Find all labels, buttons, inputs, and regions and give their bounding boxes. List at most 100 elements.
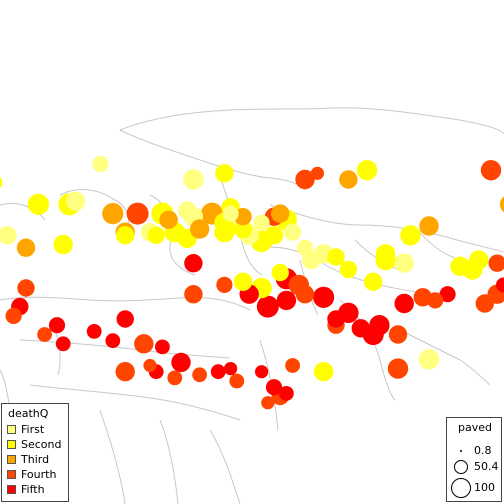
point-third: [271, 204, 290, 223]
point-fifth: [48, 317, 66, 334]
legend-paved-title: paved: [458, 421, 492, 434]
point-second: [29, 195, 48, 214]
point-fifth: [265, 379, 283, 396]
point-second: [264, 226, 284, 245]
point-fourth: [387, 358, 409, 379]
legend-label-second: Second: [21, 438, 62, 451]
point-second: [468, 250, 489, 270]
point-third: [189, 219, 210, 239]
point-second: [400, 225, 421, 246]
legend-deathq: deathQ First Second Third Fourth Fifth: [1, 403, 69, 502]
legend-size-symbol-0: [460, 450, 462, 452]
point-fifth: [184, 254, 203, 273]
point-fourth: [229, 373, 245, 389]
point-fourth: [388, 325, 408, 344]
point-fifth: [105, 333, 121, 349]
point-third: [499, 196, 504, 213]
point-second: [450, 256, 470, 276]
point-fifth: [313, 286, 335, 308]
point-fourth: [310, 166, 324, 180]
point-third: [339, 170, 358, 189]
point-fourth: [216, 276, 233, 293]
point-fourth: [261, 396, 275, 410]
point-first: [296, 239, 314, 256]
point-third: [419, 216, 439, 236]
point-fourth: [115, 362, 135, 382]
point-fifth: [351, 319, 370, 338]
point-third: [102, 203, 124, 225]
legend-deathq-title: deathQ: [8, 407, 49, 420]
point-fourth: [167, 370, 183, 386]
point-third: [159, 210, 178, 229]
point-fourth: [475, 294, 494, 313]
point-second: [53, 234, 73, 255]
point-third: [16, 238, 36, 257]
point-second: [271, 263, 289, 282]
point-second: [313, 362, 334, 382]
point-second: [233, 272, 253, 291]
legend-size-symbol-1: [454, 460, 468, 474]
point-first: [418, 349, 440, 370]
legend-swatch-third: [7, 455, 16, 464]
legend-label-third: Third: [21, 453, 50, 466]
point-fourth: [134, 334, 154, 354]
legend-size-symbol-2: [451, 478, 471, 498]
point-second: [116, 226, 135, 245]
point-second: [375, 244, 396, 264]
point-fourth: [5, 307, 22, 324]
point-fifth: [394, 293, 414, 314]
point-fifth: [171, 352, 191, 373]
point-fifth: [224, 362, 238, 376]
legend-label-fourth: Fourth: [21, 468, 57, 481]
legend-swatch-fifth: [7, 485, 16, 494]
legend-label-fifth: Fifth: [21, 483, 45, 496]
point-first: [253, 214, 270, 231]
point-fourth: [488, 254, 504, 272]
point-fourth: [143, 358, 157, 373]
point-fourth: [126, 202, 149, 225]
point-fifth: [439, 286, 456, 303]
legend-swatch-first: [7, 425, 16, 434]
legend-label-first: First: [21, 423, 45, 436]
legend-swatch-second: [7, 440, 16, 449]
point-first: [183, 169, 204, 190]
point-fourth: [295, 285, 315, 304]
point-fifth: [279, 386, 294, 401]
point-second: [339, 260, 358, 279]
country-borders: [0, 107, 504, 504]
point-fifth: [496, 277, 504, 293]
point-fourth: [17, 279, 35, 297]
point-second: [364, 272, 383, 291]
point-fourth: [480, 160, 502, 181]
point-fourth: [427, 292, 444, 309]
point-fifth: [276, 290, 297, 311]
point-fifth: [155, 339, 170, 355]
point-fifth: [210, 364, 226, 380]
point-second: [214, 222, 235, 243]
point-fifth: [369, 315, 390, 336]
point-fifth: [255, 365, 269, 379]
point-first: [178, 201, 197, 220]
legend-paved: paved 0.8 50.4 100: [446, 417, 502, 502]
country-points: [0, 155, 504, 410]
point-fourth: [184, 285, 203, 304]
point-fourth: [37, 327, 52, 342]
point-second: [147, 226, 165, 244]
point-first: [394, 253, 414, 273]
point-first: [0, 226, 17, 245]
point-second: [233, 219, 253, 239]
point-second: [327, 248, 345, 266]
point-first: [65, 191, 86, 211]
point-fourth: [285, 358, 300, 373]
point-second: [0, 177, 3, 189]
point-second: [356, 160, 378, 181]
point-second: [215, 164, 234, 183]
point-fifth: [256, 295, 279, 318]
point-fourth: [295, 169, 315, 190]
point-third: [234, 208, 252, 226]
legend-size-label-1: 50.4: [474, 460, 499, 473]
point-fifth: [327, 310, 345, 328]
point-first: [92, 155, 109, 173]
legend-size-label-2: 100: [474, 481, 495, 494]
